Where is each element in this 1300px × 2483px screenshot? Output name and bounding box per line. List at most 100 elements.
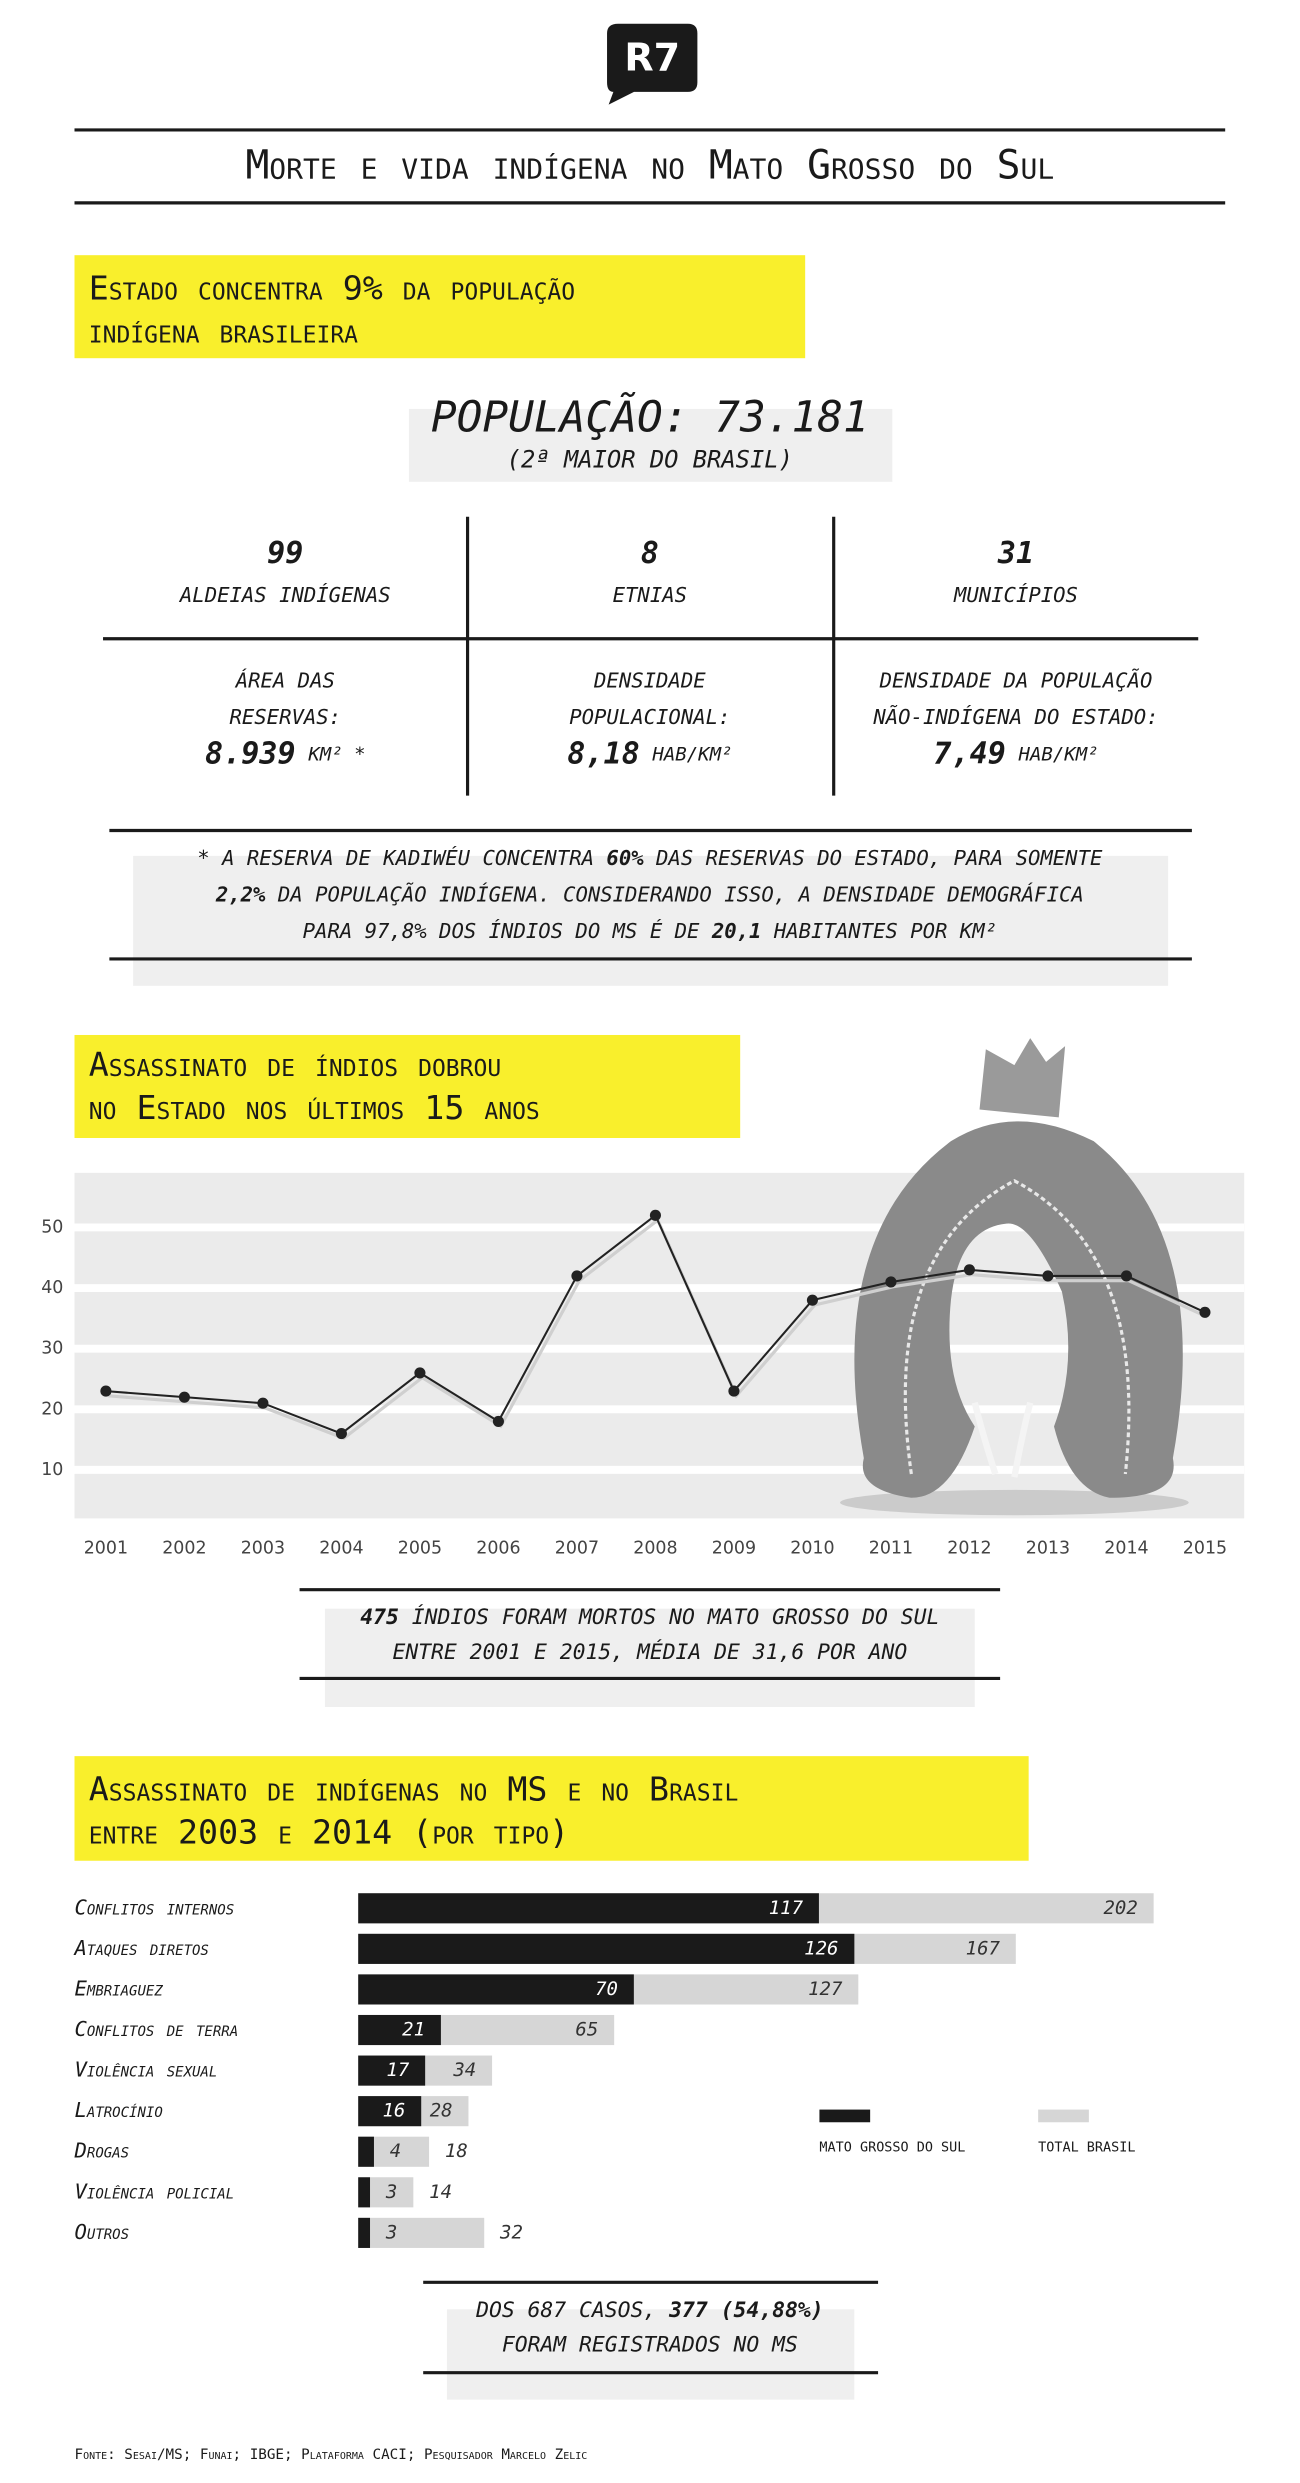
value-label: 4: [390, 2140, 401, 2162]
highlight-box: [324, 1608, 975, 1708]
logo: R7: [624, 36, 680, 80]
stat-label: ÁREA DAS: [234, 668, 335, 693]
value-label: 34: [452, 2059, 476, 2081]
category-label: Violência sexual: [75, 2058, 218, 2082]
legend-label: TOTAL BRASIL: [1038, 2140, 1135, 2156]
value-label: 21: [402, 2019, 425, 2041]
text-line: 2,2% DA POPULAÇÃO INDÍGENA. CONSIDERANDO…: [215, 881, 1084, 907]
bar: [358, 2217, 485, 2248]
value-label: 3: [385, 2181, 397, 2203]
text-segment: * A RESERVA DE KADIWÉU CONCENTRA: [197, 845, 606, 870]
category-label: Conflitos internos: [75, 1895, 235, 1919]
headdress-feathers: [979, 1038, 1066, 1118]
category-label: Conflitos de terra: [75, 2017, 239, 2041]
bar-chart: Conflitos internos 117 202 Ataques diretos 1…: [73, 1893, 1154, 2248]
data-point: [492, 1415, 504, 1427]
logo-badge: [607, 23, 698, 105]
stat-value: 8: [641, 536, 659, 571]
stat-unit: HAB/KM²: [651, 743, 732, 765]
value-label: 17: [386, 2059, 409, 2081]
headdress-trim: [903, 1179, 1131, 1475]
text-line: 475 ÍNDIOS FORAM MORTOS NO MATO GROSSO D…: [360, 1604, 939, 1630]
stat-line: 8.939 KM² *: [205, 736, 366, 771]
x-tick-label: 2015: [1183, 1539, 1227, 1559]
x-tick-label: 2002: [162, 1539, 206, 1559]
section-heading: Assassinato de indígenas no MS e no Bras…: [89, 1770, 739, 1809]
bar: [358, 2136, 374, 2167]
text-segment: DOS 687 CASOS,: [475, 2298, 669, 2323]
value-label: 70: [595, 1978, 618, 2000]
section-heading: indígena brasileira: [89, 311, 358, 350]
population-note: (2ª MAIOR DO BRASIL): [507, 446, 793, 474]
data-point: [1120, 1270, 1132, 1282]
text-line: PARA 97,8% DOS ÍNDIOS DO MS É DE 20,1 HA…: [303, 918, 997, 943]
bar: [358, 1974, 634, 2005]
text-line: ENTRE 2001 E 2015, MÉDIA DE 31,6 POR ANO: [392, 1639, 907, 1665]
text-segment: PARA 97,8% DOS ÍNDIOS DO MS É DE: [303, 918, 712, 943]
data-point: [728, 1385, 740, 1397]
stat-value: 7,49: [933, 736, 1006, 771]
legend-label: MATO GROSSO DO SUL: [819, 2140, 965, 2156]
data-point: [1042, 1270, 1054, 1282]
x-tick-label: 2011: [869, 1539, 913, 1559]
x-tick-label: 2008: [633, 1539, 677, 1559]
bar: [358, 1933, 855, 1964]
bar: [358, 2217, 371, 2248]
stat-unit: HAB/KM²: [1018, 743, 1099, 765]
text-segment: DAS RESERVAS DO ESTADO, PARA SOMENTE: [644, 846, 1103, 870]
caption: 475 ÍNDIOS FORAM MORTOS NO MATO GROSSO D…: [360, 1604, 939, 1665]
stat-line: 8,18 HAB/KM²: [567, 736, 732, 771]
x-tick-label: 2013: [1026, 1539, 1070, 1559]
headdress: [854, 1121, 1183, 1498]
y-tick-label: 50: [41, 1217, 63, 1237]
text-segment: ÍNDIOS FORAM MORTOS NO MATO GROSSO DO SU…: [399, 1604, 939, 1630]
category-label: Outros: [75, 2220, 130, 2244]
text-segment: 377 (54,88%): [668, 2298, 823, 2323]
stat-value: 8,18: [567, 736, 640, 771]
data-point: [100, 1385, 112, 1397]
data-point: [178, 1391, 190, 1403]
data-point: [571, 1270, 583, 1282]
line-chart: 10 20 30 40 50 2001 2002 2003 2004 2005 2006 2007 20…: [41, 1038, 1245, 1559]
stat-label: POPULACIONAL:: [569, 705, 730, 729]
legend-swatch: [819, 2109, 871, 2123]
headdress-shadow: [840, 1489, 1189, 1516]
stat-label: RESERVAS:: [230, 705, 342, 729]
stat-label: ALDEIAS INDÍGENAS: [178, 582, 391, 607]
stats-grid: 99 ALDEIAS INDÍGENAS 8 ETNIAS 31 MUNICÍPIOS ÁR…: [178, 536, 1159, 771]
x-tick-label: 2004: [319, 1539, 363, 1559]
value-label: 28: [430, 2100, 453, 2122]
value-label: 127: [808, 1978, 843, 2000]
section-heading: entre 2003 e 2014 (por tipo): [89, 1812, 569, 1851]
category-label: Latrocínio: [75, 2098, 163, 2122]
data-point: [1199, 1306, 1211, 1318]
y-tick-label: 10: [41, 1460, 63, 1480]
data-point: [963, 1264, 975, 1276]
value-label: 16: [382, 2100, 405, 2122]
data-point: [335, 1427, 347, 1440]
headdress-strings: [971, 1401, 1034, 1478]
heading-box: [74, 1034, 741, 1139]
value-label: 65: [575, 2019, 598, 2041]
value-label: 117: [769, 1897, 804, 1919]
x-tick-label: 2001: [84, 1539, 128, 1559]
text-line: FORAM REGISTRADOS NO MS: [502, 2333, 798, 2358]
stat-value: 99: [267, 536, 303, 571]
stat-value: 31: [997, 536, 1034, 571]
bar: [358, 1893, 819, 1924]
heading-box: [74, 1756, 1029, 1861]
stat-unit: KM² *: [307, 743, 365, 765]
note: * A RESERVA DE KADIWÉU CONCENTRA 60% DAS…: [197, 845, 1103, 943]
text-segment: DA POPULAÇÃO INDÍGENA. CONSIDERANDO ISSO…: [265, 881, 1083, 907]
text-segment: 60%: [606, 846, 644, 870]
bar: [358, 2096, 422, 2127]
section-heading: Estado concentra 9% da população: [89, 269, 575, 308]
value-label: 32: [499, 2221, 523, 2243]
x-tick-label: 2014: [1104, 1539, 1148, 1559]
y-tick-label: 20: [41, 1399, 63, 1419]
source: Fonte: Sesai/MS; Funai; IBGE; Plataforma…: [75, 2447, 588, 2463]
caption: DOS 687 CASOS, 377 (54,88%) FORAM REGISTR…: [475, 2298, 823, 2358]
data-point: [414, 1367, 426, 1379]
